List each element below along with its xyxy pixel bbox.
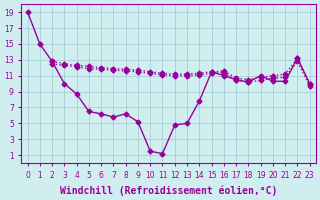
X-axis label: Windchill (Refroidissement éolien,°C): Windchill (Refroidissement éolien,°C) [60, 185, 277, 196]
